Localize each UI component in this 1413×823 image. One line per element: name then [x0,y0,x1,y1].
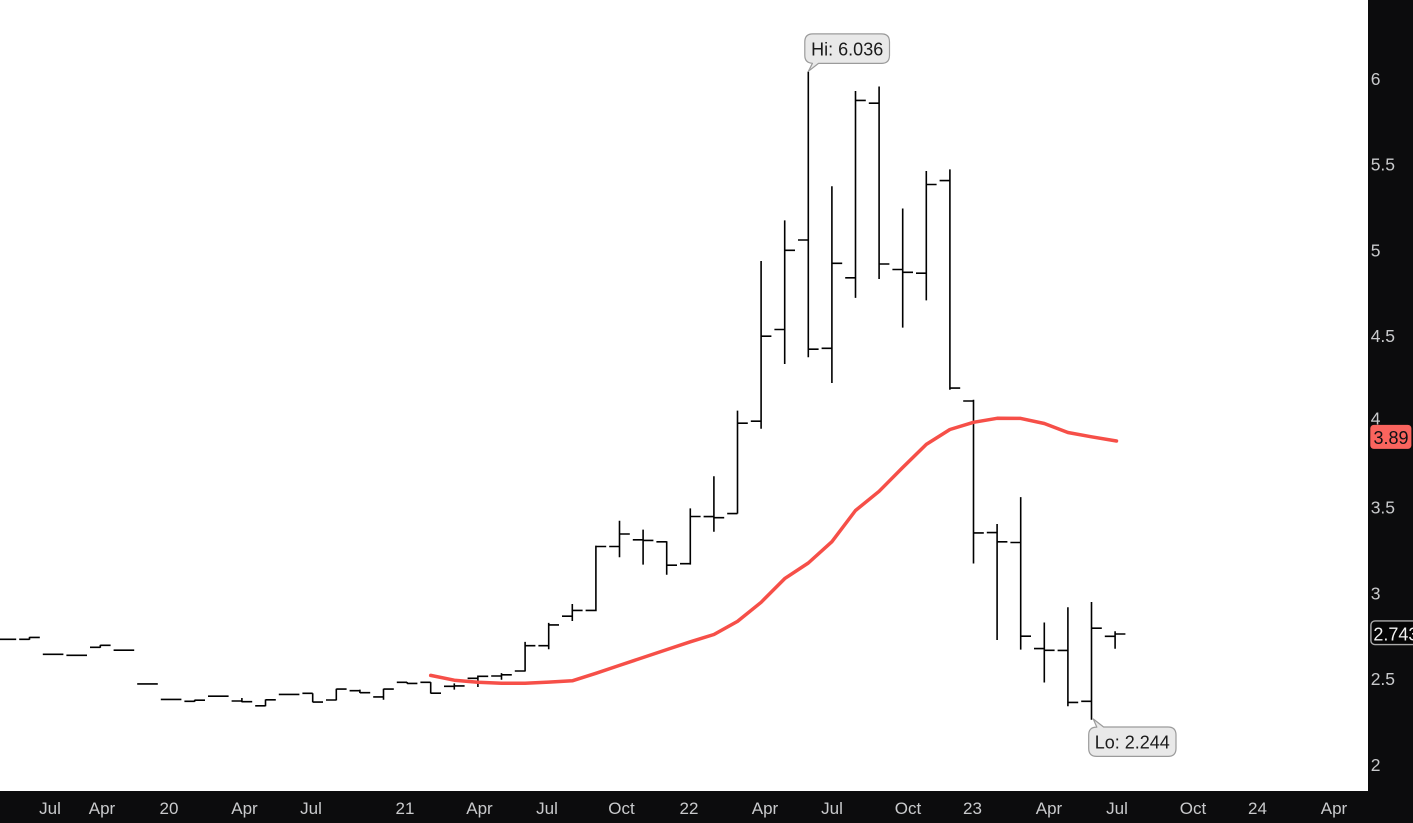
svg-text:22: 22 [680,799,699,818]
svg-text:Lo: 2.244: Lo: 2.244 [1095,732,1170,752]
svg-text:Jul: Jul [1106,799,1128,818]
svg-text:24: 24 [1248,799,1267,818]
svg-text:2.5: 2.5 [1371,669,1395,689]
svg-text:3: 3 [1371,583,1381,603]
svg-text:Apr: Apr [89,799,116,818]
svg-text:20: 20 [160,799,179,818]
svg-text:21: 21 [396,799,415,818]
svg-text:Apr: Apr [752,799,779,818]
svg-text:3.5: 3.5 [1371,498,1395,518]
svg-text:5: 5 [1371,240,1381,260]
svg-text:Oct: Oct [608,799,635,818]
svg-text:2.743: 2.743 [1373,624,1413,644]
svg-text:Apr: Apr [1321,799,1348,818]
svg-text:4: 4 [1371,408,1381,428]
svg-text:Apr: Apr [1036,799,1063,818]
svg-text:3.89: 3.89 [1374,428,1409,448]
svg-text:5.5: 5.5 [1371,155,1395,175]
svg-text:Apr: Apr [231,799,258,818]
svg-text:6: 6 [1371,69,1381,89]
svg-text:2: 2 [1371,755,1381,775]
svg-text:Jul: Jul [39,799,61,818]
svg-text:Jul: Jul [536,799,558,818]
svg-text:Jul: Jul [300,799,322,818]
svg-text:Oct: Oct [1180,799,1207,818]
svg-text:4.5: 4.5 [1371,326,1395,346]
svg-text:Hi: 6.036: Hi: 6.036 [811,39,883,59]
svg-text:Jul: Jul [821,799,843,818]
svg-text:Apr: Apr [466,799,493,818]
svg-text:Oct: Oct [895,799,922,818]
svg-text:23: 23 [963,799,982,818]
